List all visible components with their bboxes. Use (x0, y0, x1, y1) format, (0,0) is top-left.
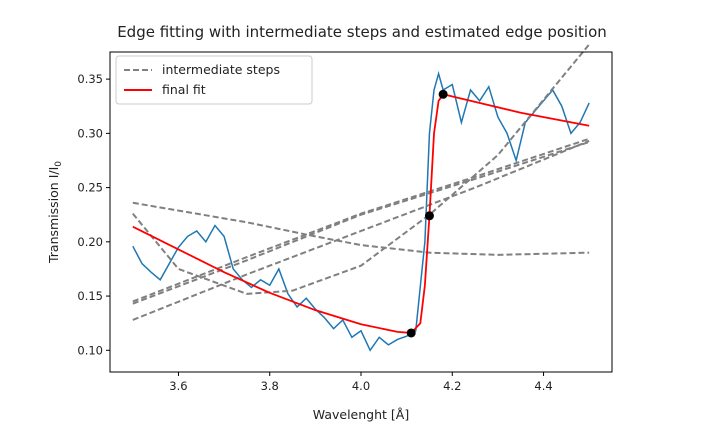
y-axis: 0.10 0.15 0.20 0.25 0.30 0.35 (77, 72, 110, 357)
x-tick-label: 4.2 (443, 379, 461, 393)
intermediate-step-line-3 (132, 140, 590, 321)
legend: intermediate steps final fit (115, 55, 313, 105)
y-tick-label: 0.10 (77, 343, 103, 357)
y-tick-label: 0.25 (77, 181, 103, 195)
x-axis: 3.6 3.8 4.0 4.2 4.4 (169, 372, 553, 393)
edge-position-point (424, 211, 434, 221)
intermediate-step-line-4 (132, 201, 590, 256)
x-tick-label: 3.6 (169, 379, 187, 393)
y-tick-label: 0.20 (77, 235, 103, 249)
edge-position-point (438, 89, 448, 99)
y-axis-label-subscript: 0 (54, 161, 64, 167)
legend-label-intermediate-steps: intermediate steps (162, 62, 280, 77)
plot-area (132, 43, 590, 352)
y-axis-label: Transmission I/I0 (46, 161, 64, 264)
intermediate-step-line-5 (132, 43, 590, 295)
x-tick-label: 4.4 (534, 379, 552, 393)
legend-box (115, 55, 313, 105)
y-tick-label: 0.15 (77, 289, 103, 303)
x-axis-label: Wavelenght [Å] (313, 407, 409, 422)
chart-title: Edge fitting with intermediate steps and… (117, 23, 607, 41)
final-fit-line (132, 93, 590, 334)
edge-position-point (406, 328, 416, 338)
measured-transmission-line (132, 70, 590, 352)
intermediate-step-line-2 (132, 137, 590, 303)
x-tick-label: 3.8 (261, 379, 279, 393)
intermediate-step-line-1 (132, 141, 590, 305)
x-tick-label: 4.0 (352, 379, 370, 393)
y-tick-label: 0.35 (77, 72, 103, 86)
y-tick-label: 0.30 (77, 126, 103, 140)
legend-label-final-fit: final fit (162, 82, 206, 97)
y-axis-label-main: Transmission I/I (46, 167, 61, 264)
